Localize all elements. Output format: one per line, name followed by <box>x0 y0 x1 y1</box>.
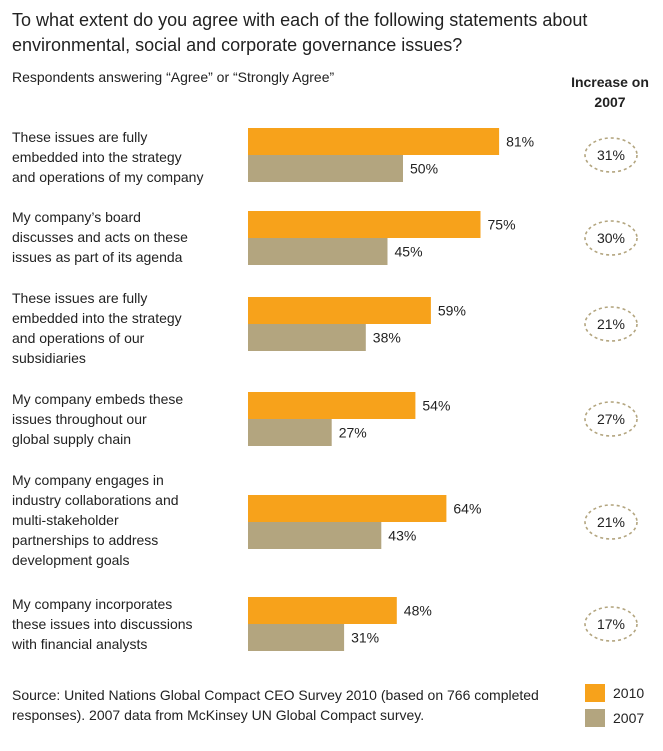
bar-2007 <box>248 419 332 446</box>
source-note: Source: United Nations Global Compact CE… <box>12 685 557 725</box>
bar-chart: These issues are fully embedded into the … <box>0 0 663 680</box>
bar-2007 <box>248 238 388 265</box>
bar-2007 <box>248 155 403 182</box>
data-label-2010: 75% <box>488 217 516 233</box>
category-label: These issues are fully embedded into the … <box>12 129 203 185</box>
bar-2010 <box>248 128 499 155</box>
bar-2010 <box>248 597 397 624</box>
data-label-2007: 43% <box>388 528 416 544</box>
data-label-2010: 54% <box>422 398 450 414</box>
category-label: My company incorporates these issues into… <box>11 596 193 652</box>
category-label: These issues are fully embedded into the … <box>12 290 182 366</box>
bar-2010 <box>248 297 431 324</box>
legend-swatch-2007 <box>585 709 605 727</box>
bar-2010 <box>248 495 446 522</box>
legend-label-2010: 2010 <box>613 685 644 701</box>
data-label-2007: 38% <box>373 330 401 346</box>
increase-value: 21% <box>597 316 625 332</box>
data-label-2010: 59% <box>438 303 466 319</box>
increase-value: 30% <box>597 230 625 246</box>
bar-2007 <box>248 624 344 651</box>
data-label-2007: 31% <box>351 630 379 646</box>
data-label-2007: 27% <box>339 425 367 441</box>
data-label-2010: 48% <box>404 603 432 619</box>
data-label-2007: 45% <box>395 244 423 260</box>
category-label: My company’s board discusses and acts on … <box>12 209 188 265</box>
data-label-2010: 64% <box>453 501 481 517</box>
category-label: My company engages in industry collaborat… <box>12 472 179 568</box>
bar-2010 <box>248 211 481 238</box>
legend-swatch-2010 <box>585 684 605 702</box>
legend-label-2007: 2007 <box>613 710 644 726</box>
increase-value: 21% <box>597 514 625 530</box>
legend-item-2010: 2010 <box>585 683 644 703</box>
legend: 2010 2007 <box>585 683 644 733</box>
increase-value: 31% <box>597 147 625 163</box>
bar-2010 <box>248 392 415 419</box>
bar-2007 <box>248 522 381 549</box>
increase-value: 27% <box>597 411 625 427</box>
increase-value: 17% <box>597 616 625 632</box>
legend-item-2007: 2007 <box>585 708 644 728</box>
category-label: My company embeds these issues throughout… <box>12 391 183 447</box>
data-label-2010: 81% <box>506 134 534 150</box>
bar-2007 <box>248 324 366 351</box>
data-label-2007: 50% <box>410 161 438 177</box>
